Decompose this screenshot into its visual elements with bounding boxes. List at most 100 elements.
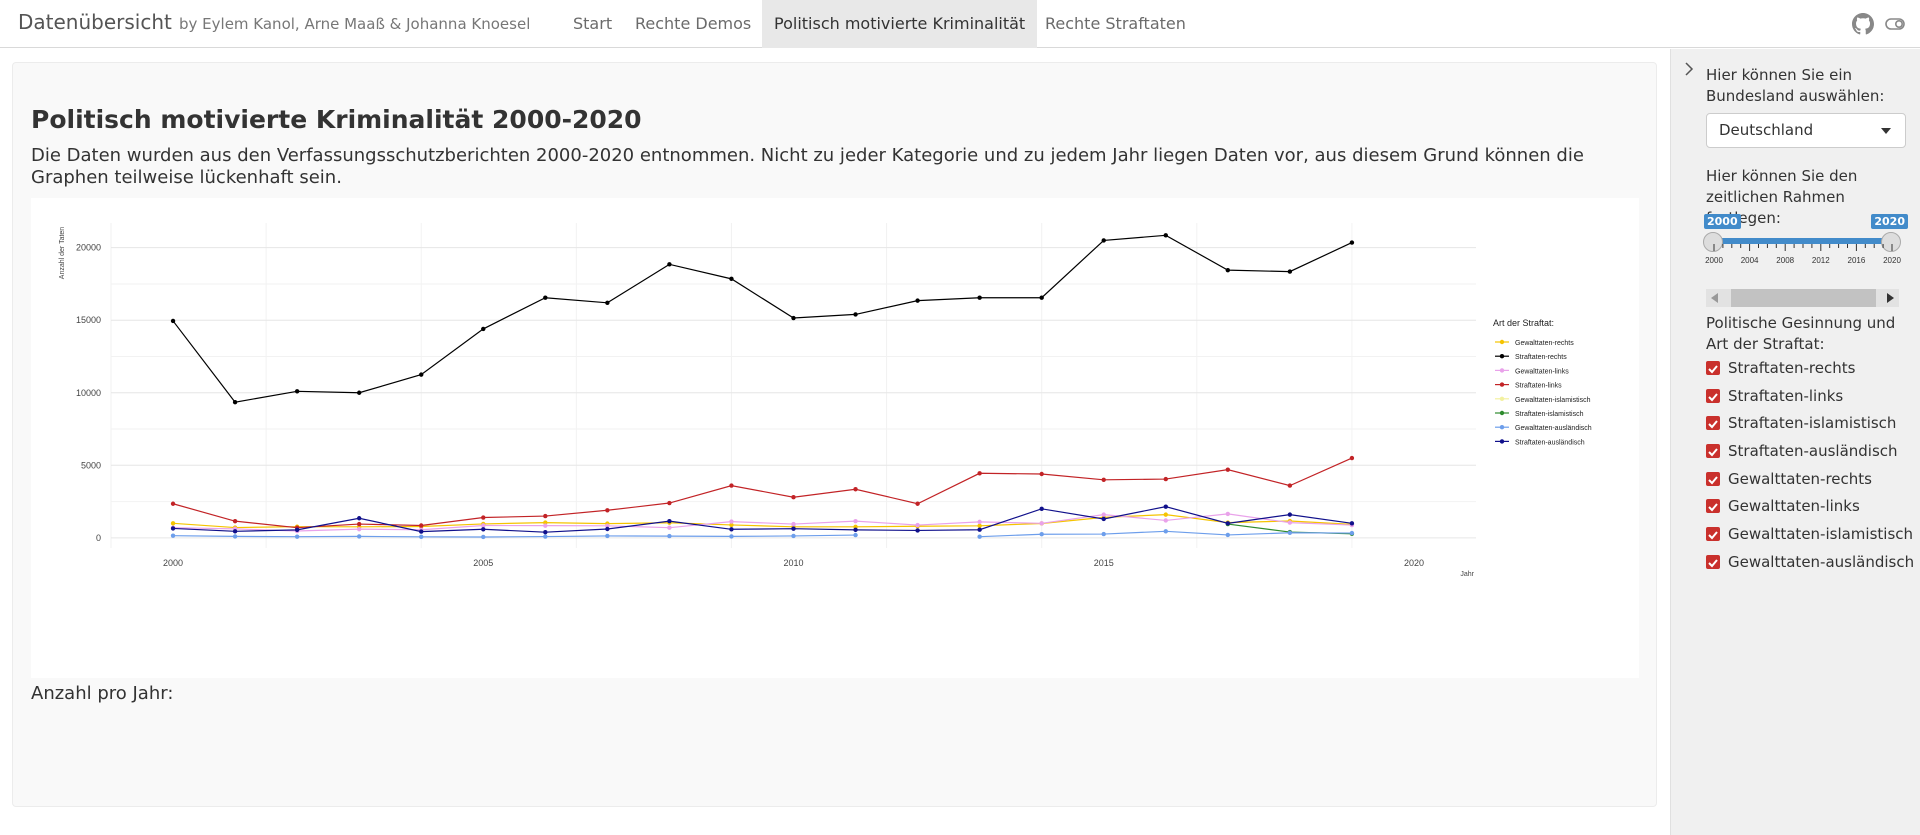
data-point	[853, 487, 858, 492]
slider-handle-max[interactable]	[1881, 232, 1901, 252]
state-select-value: Deutschland	[1719, 121, 1814, 139]
checkbox-checked-icon[interactable]	[1706, 499, 1720, 513]
tab-rechte-straftaten[interactable]: Rechte Straftaten	[1045, 14, 1186, 33]
data-point	[419, 534, 424, 540]
data-point	[1287, 512, 1293, 517]
scroll-left-icon[interactable]	[1711, 293, 1718, 303]
x-tick-label: 2020	[1404, 558, 1424, 568]
scrollbar-thumb[interactable]	[1731, 289, 1876, 307]
slider-tick-label: 2004	[1741, 256, 1759, 265]
slider-handle-min[interactable]	[1703, 232, 1723, 252]
horizontal-scrollbar[interactable]	[1706, 289, 1899, 307]
data-point	[543, 513, 548, 519]
legend-title: Art der Straftat:	[1493, 318, 1554, 328]
data-point	[1101, 531, 1106, 537]
data-point	[729, 534, 734, 539]
state-select[interactable]: Deutschland	[1706, 113, 1906, 148]
data-point	[667, 518, 672, 524]
x-axis-label: Jahr	[1460, 571, 1474, 578]
checkbox-checked-icon[interactable]	[1706, 555, 1720, 569]
checkbox-checked-icon[interactable]	[1706, 416, 1720, 430]
tab-rechte-demos[interactable]: Rechte Demos	[635, 14, 752, 33]
y-tick-label: 15000	[76, 315, 101, 325]
data-point	[1287, 520, 1293, 525]
data-point	[232, 518, 238, 524]
legend-label: Straftaten-ausländisch	[1515, 439, 1585, 446]
legend-label: Gewalttaten-islamistisch	[1515, 397, 1591, 404]
series-line	[172, 457, 1353, 529]
data-point	[481, 326, 486, 332]
data-point	[232, 529, 238, 534]
checkbox-checked-icon[interactable]	[1706, 472, 1720, 486]
app-title[interactable]: Datenübersicht	[18, 10, 172, 34]
data-point	[605, 300, 610, 305]
data-point	[915, 528, 920, 533]
checkbox-label: Straftaten-links	[1728, 387, 1844, 405]
data-point	[294, 534, 300, 539]
chart-lines	[170, 233, 1355, 540]
checkbox-checked-icon[interactable]	[1706, 527, 1720, 541]
data-point	[605, 526, 610, 532]
legend-label: Gewalttaten-ausländisch	[1515, 425, 1592, 432]
slider-tick-label: 2008	[1776, 256, 1794, 265]
chevron-right-icon[interactable]	[1681, 61, 1697, 77]
data-point	[1163, 529, 1168, 534]
checkbox-checked-icon[interactable]	[1706, 444, 1720, 458]
data-point	[729, 527, 734, 532]
categories-label: Politische Gesinnung und Art der Strafta…	[1706, 314, 1896, 353]
data-point	[170, 501, 176, 506]
data-point	[605, 523, 610, 529]
range-max-badge: 2020	[1871, 214, 1908, 229]
series-line	[173, 514, 1352, 529]
chart-legend: Art der Straftat: Gewalttaten-rechts Straf…	[1493, 318, 1592, 446]
legend-marker	[1499, 425, 1505, 430]
data-point	[1349, 521, 1355, 526]
data-point	[915, 522, 920, 528]
range-min-badge: 2000	[1704, 214, 1741, 229]
data-point	[543, 520, 548, 525]
data-point	[667, 533, 672, 539]
data-point	[1163, 518, 1168, 523]
chart-grid	[110, 223, 1476, 548]
data-point	[977, 295, 982, 300]
series-gewalttaten-links	[170, 511, 1355, 534]
data-point	[1287, 483, 1293, 488]
state-select-label: Hier können Sie ein Bundesland auswählen…	[1706, 66, 1885, 105]
legend-marker	[1499, 354, 1505, 359]
year-range-slider[interactable]: 2000 2020 2000 2004 2008 2012 2016 2020	[1703, 214, 1908, 274]
data-point	[729, 522, 734, 528]
slider-track[interactable]	[1712, 238, 1892, 244]
data-point	[1039, 295, 1044, 300]
toggle-icon[interactable]	[1884, 13, 1906, 35]
scroll-right-icon[interactable]	[1887, 293, 1894, 303]
data-point	[853, 527, 858, 533]
series-line	[172, 234, 1353, 403]
tab-start[interactable]: Start	[573, 14, 613, 33]
tab-politisch-motivierte-kriminalitaet[interactable]: Politisch motivierte Kriminalität	[762, 0, 1038, 48]
data-point	[1163, 512, 1168, 517]
data-point	[419, 529, 424, 534]
checkbox-checked-icon[interactable]	[1706, 361, 1720, 375]
github-icon[interactable]	[1852, 13, 1874, 35]
data-point	[1101, 512, 1106, 517]
series-straftaten-ausländisch	[170, 504, 1355, 535]
x-tick-label: 2005	[473, 558, 493, 568]
data-point	[356, 390, 362, 395]
data-point	[605, 533, 610, 539]
checkbox-label: Straftaten-ausländisch	[1728, 442, 1898, 460]
data-point	[481, 523, 486, 528]
data-point	[419, 523, 424, 528]
data-point	[915, 298, 920, 303]
series-line	[173, 506, 1352, 533]
data-point	[1163, 476, 1168, 482]
data-point	[232, 534, 238, 539]
data-point	[1039, 506, 1044, 512]
series-gewalttaten-ausländisch	[170, 529, 1355, 540]
data-point	[605, 508, 610, 513]
checkbox-checked-icon[interactable]	[1706, 389, 1720, 403]
data-point	[294, 389, 300, 394]
data-point	[1039, 471, 1044, 477]
data-point	[915, 501, 920, 506]
data-point	[232, 399, 238, 405]
data-point	[1287, 530, 1293, 535]
